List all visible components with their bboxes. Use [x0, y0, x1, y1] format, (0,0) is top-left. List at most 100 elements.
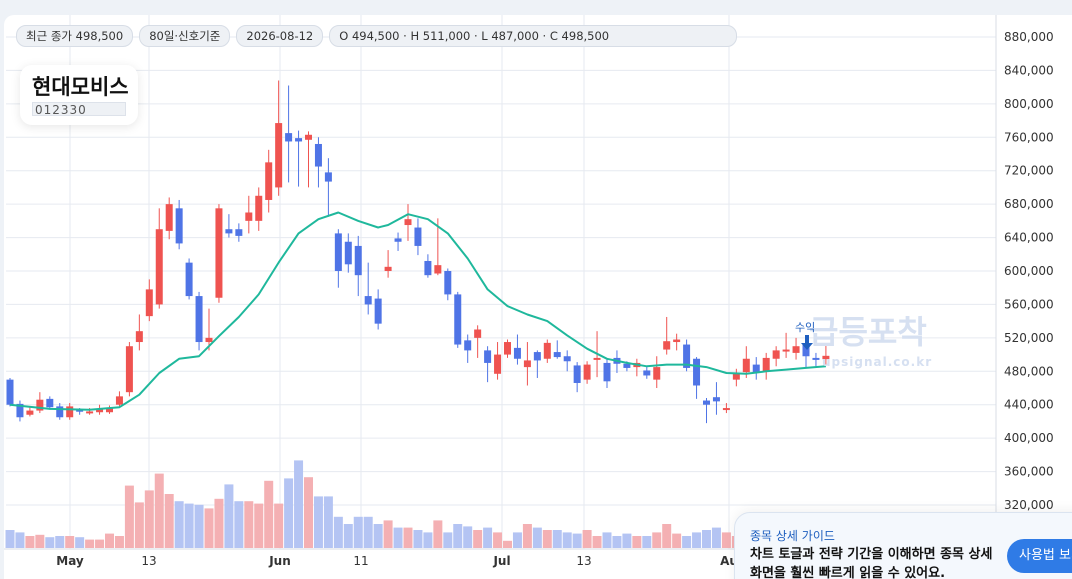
x-tick-label: 11 — [353, 554, 368, 568]
candle-body — [444, 271, 452, 295]
volume-bar — [65, 536, 75, 548]
volume-bar — [503, 540, 512, 548]
volume-bar — [532, 527, 542, 548]
volume-bar — [85, 539, 95, 548]
period-pill[interactable]: 80일·신호기준 — [139, 25, 231, 47]
candle-body — [26, 410, 34, 415]
volume-bar — [174, 501, 184, 548]
y-tick-label: 880,000 — [1004, 30, 1054, 44]
candle-body — [712, 397, 720, 402]
candle-body — [364, 296, 372, 305]
volume-bar — [5, 530, 15, 548]
volume-bar — [55, 536, 65, 548]
candle-body — [732, 372, 740, 380]
y-tick-label: 760,000 — [1004, 130, 1054, 144]
volume-bar — [672, 533, 682, 548]
candle-body — [802, 344, 810, 357]
candle-body — [822, 355, 830, 360]
candle-body — [16, 403, 24, 418]
volume-bar — [204, 508, 214, 548]
candle-body — [96, 408, 104, 413]
volume-bar — [662, 524, 672, 548]
volume-bar — [95, 539, 105, 548]
candle-body — [414, 227, 422, 246]
y-tick-label: 600,000 — [1004, 264, 1054, 278]
y-tick-label: 640,000 — [1004, 231, 1054, 245]
y-tick-label: 400,000 — [1004, 431, 1054, 445]
volume-bar — [383, 520, 393, 548]
candle-body — [434, 265, 442, 274]
volume-bar — [582, 530, 592, 548]
candle-body — [106, 408, 113, 413]
candle-body — [543, 342, 551, 359]
candle-body — [205, 337, 213, 343]
y-tick-label: 680,000 — [1004, 197, 1054, 211]
volume-bar — [75, 537, 85, 548]
volume-bar — [15, 532, 25, 548]
y-tick-label: 320,000 — [1004, 498, 1054, 512]
candle-body — [494, 354, 502, 374]
candle-body — [742, 358, 750, 373]
volume-bar — [254, 503, 264, 548]
candle-body — [215, 208, 223, 298]
candle-body — [762, 357, 770, 372]
volume-bar — [353, 516, 363, 548]
volume-bar — [493, 532, 503, 548]
candle-body — [324, 172, 332, 182]
candle-body — [812, 357, 820, 360]
volume-bar — [244, 501, 254, 548]
stock-code: 012330 — [32, 102, 126, 117]
volume-bar — [522, 524, 532, 548]
candle-body — [86, 411, 94, 414]
volume-bar — [164, 494, 174, 548]
candle-body — [703, 400, 710, 405]
volume-bar — [124, 485, 134, 548]
volume-bar — [234, 501, 244, 548]
x-tick-label: 13 — [141, 554, 156, 568]
guide-button[interactable]: 사용법 보기 — [1007, 539, 1072, 573]
volume-bar — [333, 516, 343, 548]
candle-body — [683, 344, 691, 368]
volume-bar — [134, 502, 144, 548]
candle-body — [583, 364, 591, 380]
candle-body — [653, 367, 661, 380]
candle-body — [384, 266, 392, 271]
candle-body — [464, 340, 472, 351]
volume-bar — [592, 536, 602, 548]
candle-body — [155, 229, 163, 305]
y-tick-label: 520,000 — [1004, 331, 1054, 345]
volume-bar — [652, 532, 662, 548]
candle-body — [513, 347, 521, 359]
candle-body — [135, 331, 143, 343]
candle-body — [125, 346, 133, 393]
guide-title: 종목 상세 가이드 — [750, 529, 835, 543]
y-tick-label: 840,000 — [1004, 63, 1054, 77]
candle-body — [424, 260, 432, 276]
volume-bar — [632, 536, 642, 548]
volume-bar — [284, 478, 294, 548]
volume-bar — [45, 537, 55, 548]
candle-body — [673, 339, 681, 343]
y-tick-label: 480,000 — [1004, 364, 1054, 378]
candle-body — [553, 352, 561, 358]
volume-bar — [373, 524, 383, 548]
stock-card: 현대모비스 012330 — [20, 65, 138, 125]
volume-bar — [214, 498, 224, 548]
volume-bar — [323, 496, 333, 548]
volume-bar — [413, 530, 423, 548]
candle-body — [394, 238, 402, 242]
x-tick-label: 13 — [576, 554, 591, 568]
candle-body — [623, 363, 631, 368]
candle-body — [782, 349, 790, 352]
info-pill-bar: 최근 종가 498,500 80일·신호기준 2026-08-12 O 494,… — [16, 25, 738, 47]
volume-bar — [224, 484, 234, 548]
volume-bar — [35, 534, 45, 548]
candle-body — [484, 350, 492, 363]
volume-bar — [552, 530, 562, 548]
candle-body — [533, 352, 541, 361]
candle-body — [474, 329, 482, 338]
candle-body — [593, 357, 601, 360]
candle-body — [305, 134, 312, 140]
volume-bar — [692, 532, 702, 548]
candle-body — [792, 346, 800, 353]
